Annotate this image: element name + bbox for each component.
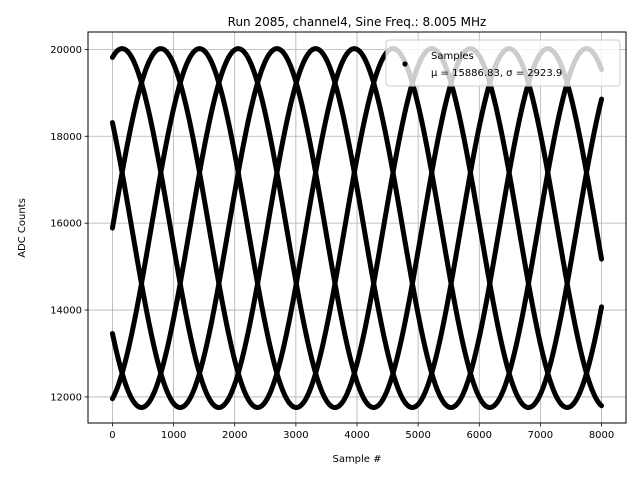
x-tick-label: 3000 — [283, 430, 308, 441]
y-tick-label: 14000 — [50, 306, 82, 317]
y-tick-label: 12000 — [50, 392, 82, 403]
legend-series-name: Samples — [431, 51, 474, 62]
x-axis-label: Sample # — [332, 454, 381, 465]
x-tick-label: 4000 — [344, 430, 369, 441]
y-axis-label: ADC Counts — [17, 198, 28, 258]
chart-title: Run 2085, channel4, Sine Freq.: 8.005 MH… — [228, 15, 487, 29]
sample-trace — [109, 46, 605, 410]
x-tick-label: 2000 — [222, 430, 247, 441]
y-tick-label: 18000 — [50, 132, 82, 143]
sample-traces — [109, 46, 605, 410]
legend-marker — [402, 61, 408, 67]
legend-stats: μ = 15886.83, σ = 2923.9 — [431, 68, 562, 79]
x-tick-label: 0 — [109, 430, 115, 441]
sample-trace — [109, 46, 605, 410]
legend-box — [385, 39, 621, 87]
y-tick-label: 16000 — [50, 219, 82, 230]
x-tick-label: 1000 — [161, 430, 186, 441]
sample-trace — [109, 46, 605, 410]
legend: Samples μ = 15886.83, σ = 2923.9 — [385, 39, 621, 87]
x-tick-label: 6000 — [467, 430, 492, 441]
x-tick-label: 5000 — [405, 430, 430, 441]
y-tick-label: 20000 — [50, 45, 82, 56]
y-axis-ticks: 12000 14000 16000 18000 20000 — [50, 45, 88, 403]
sample-trace — [109, 46, 605, 410]
x-axis-ticks: 0 1000 2000 3000 4000 5000 6000 7000 8000 — [109, 423, 614, 441]
x-tick-label: 8000 — [589, 430, 614, 441]
x-tick-label: 7000 — [528, 430, 553, 441]
